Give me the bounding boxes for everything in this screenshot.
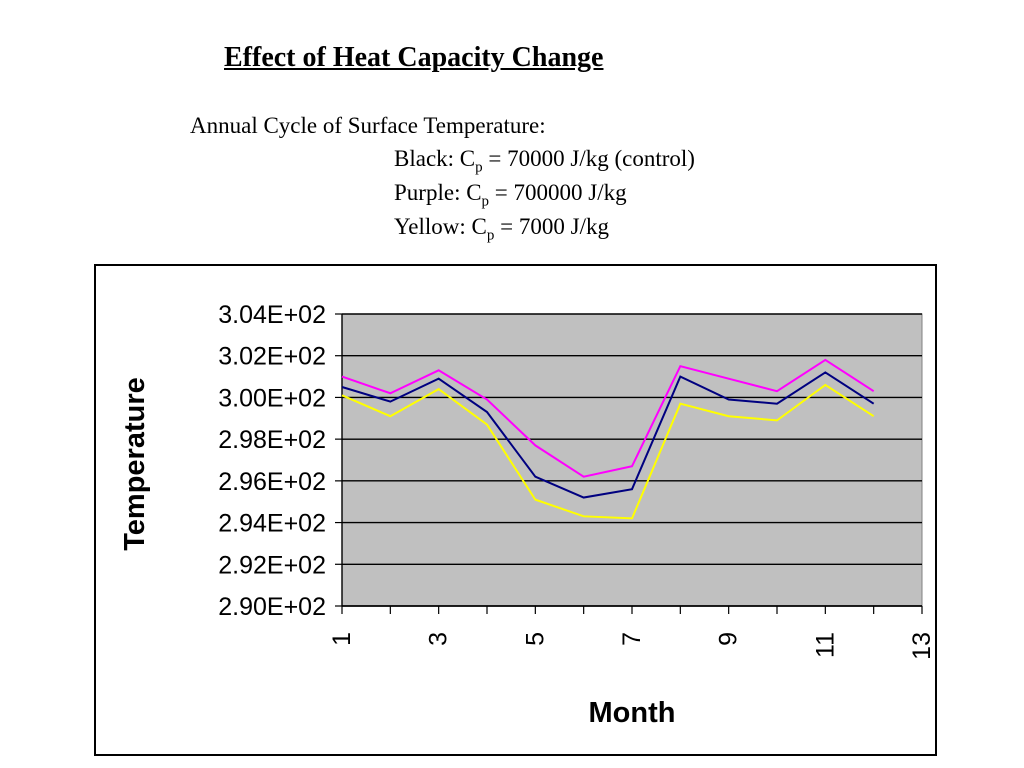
x-tick-label: 5: [521, 632, 549, 646]
legend-value: = 70000 J/kg (control): [488, 146, 695, 171]
x-tick-label: 1: [328, 632, 356, 646]
legend-line-yellow: Yellow: Cp = 7000 J/kg: [394, 214, 609, 244]
legend-line-black: Black: Cp = 70000 J/kg (control): [394, 146, 695, 176]
legend-value: = 7000 J/kg: [500, 214, 609, 239]
series-line-2: [341, 383, 875, 520]
x-tick-labels: 1 3 5 7 9 11 13: [328, 632, 935, 660]
y-tick-label: 2.94E+02: [218, 510, 326, 538]
y-tick-label: 3.00E+02: [218, 384, 326, 412]
legend-subscript: p: [486, 227, 495, 244]
x-tick-label: 7: [618, 632, 646, 646]
legend-value: = 700000 J/kg: [494, 180, 627, 205]
y-tick-label: 3.02E+02: [218, 343, 326, 371]
legend-symbol: C: [471, 214, 487, 239]
chart-frame: 2.90E+02 2.92E+02 2.94E+02 2.96E+02 2.98E+02…: [94, 264, 937, 756]
y-tick-labels: 2.90E+02 2.92E+02 2.94E+02 2.96E+02 2.98E+02…: [218, 301, 326, 621]
x-tick-label: 3: [425, 632, 453, 646]
legend-symbol: C: [459, 146, 476, 171]
page-subtitle: Annual Cycle of Surface Temperature:: [190, 113, 546, 138]
legend-line-purple: Purple: Cp = 700000 J/kg: [394, 180, 627, 210]
y-tick-label: 2.92E+02: [218, 551, 326, 579]
legend-color-name: Yellow: [394, 214, 460, 239]
legend-subscript: p: [475, 159, 483, 176]
y-tick-label: 3.04E+02: [218, 301, 326, 329]
legend-symbol: C: [466, 180, 482, 205]
series-line-1: [341, 371, 875, 499]
y-tick-label: 2.96E+02: [218, 468, 326, 496]
series-lines: [341, 358, 875, 520]
axes: [335, 313, 923, 614]
page-title: Effect of Heat Capacity Change: [224, 42, 604, 73]
y-axis-label: Temperature: [119, 377, 151, 551]
legend-color-name: Black: [394, 146, 448, 171]
x-tick-label: 13: [908, 632, 935, 660]
legend-subscript: p: [481, 193, 490, 210]
y-tick-label: 2.98E+02: [218, 426, 326, 454]
x-axis-label: Month: [589, 697, 676, 729]
x-tick-label: 11: [811, 632, 839, 658]
plot-area: [341, 313, 923, 607]
legend-color-name: Purple: [394, 180, 455, 205]
x-tick-label: 9: [715, 632, 743, 646]
line-chart: 2.90E+02 2.92E+02 2.94E+02 2.96E+02 2.98E+02…: [119, 301, 935, 729]
gridlines: [342, 313, 922, 607]
series-line-0: [341, 358, 875, 478]
y-tick-label: 2.90E+02: [218, 593, 326, 621]
